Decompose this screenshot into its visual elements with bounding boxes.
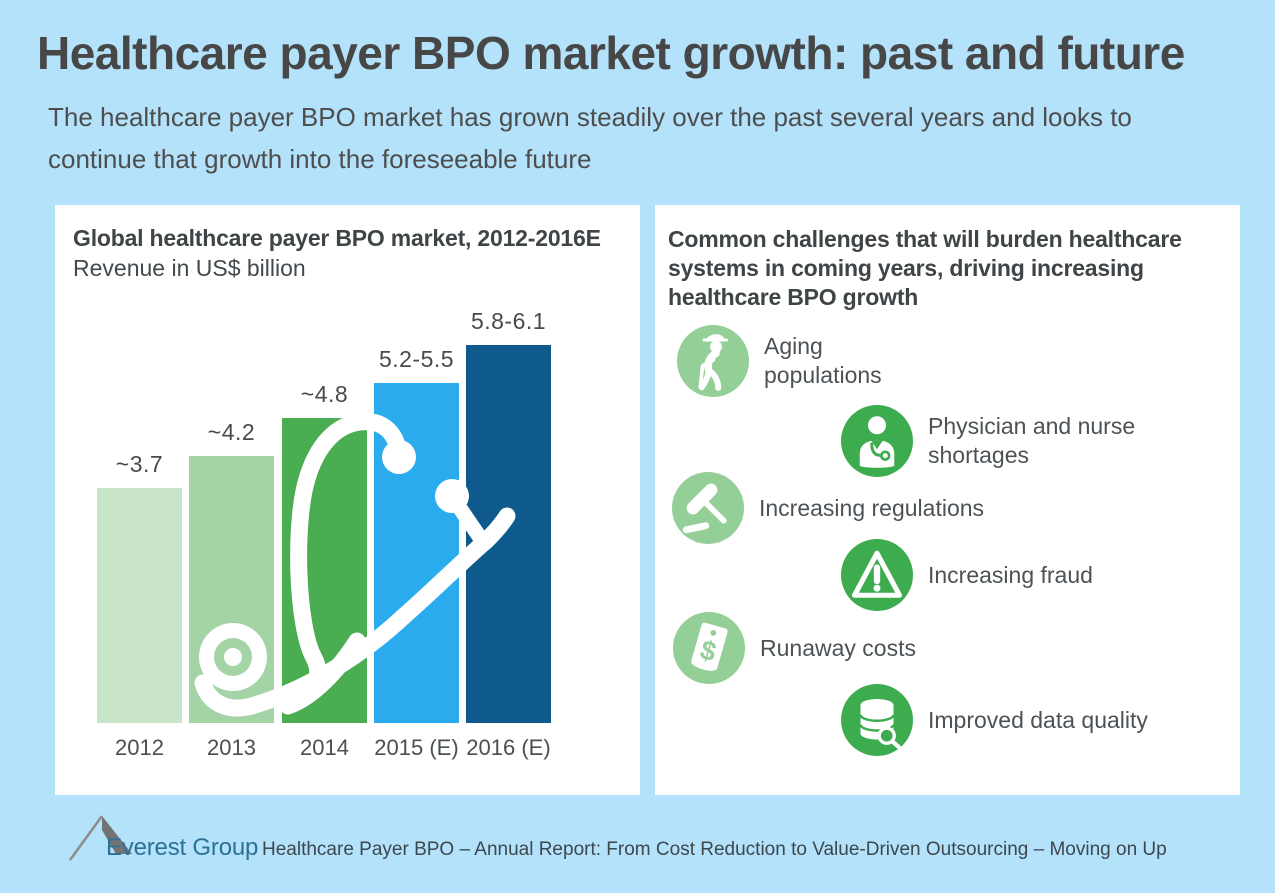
bar-group-2013: ~4.2 2013: [189, 419, 274, 760]
page-subtitle: The healthcare payer BPO market has grow…: [48, 102, 1132, 174]
page-title: Healthcare payer BPO market growth: past…: [37, 27, 1185, 79]
chart-title: Global healthcare payer BPO market, 2012…: [73, 225, 601, 251]
bar: [374, 383, 459, 723]
mountain-peak-icon: [68, 815, 132, 861]
bar: [189, 456, 274, 723]
bar: [282, 418, 367, 723]
challenge-label: Improved data quality: [928, 706, 1148, 733]
bar: [97, 488, 182, 723]
bar-chart: ~3.7 2012 ~4.2 2013 ~4.8 2014 5.2-5.5 20…: [55, 205, 640, 795]
bar-value-label: 5.2-5.5: [378, 346, 455, 372]
bar-group-2012: ~3.7 2012: [97, 451, 182, 760]
bar-category-label: 2013: [207, 735, 256, 760]
bar-category-label: 2016 (E): [466, 735, 551, 760]
challenge-label: Runaway costs: [760, 634, 916, 661]
warning-triangle-icon: [841, 539, 913, 611]
challenge-label: Aging populations: [764, 333, 882, 388]
challenge-label: Physician and nurse shortages: [928, 413, 1136, 468]
challenges-panel: Common challenges that will burden healt…: [655, 205, 1240, 795]
challenge-item-increasing-regulations: Increasing regulations: [672, 472, 984, 544]
chart-unit-label: Revenue in US$ billion: [73, 255, 306, 281]
elderly-person-icon: [677, 325, 749, 397]
bar-value-label: ~4.2: [207, 419, 256, 445]
bar-category-label: 2014: [300, 735, 349, 760]
bar-category-label: 2015 (E): [374, 735, 459, 760]
challenge-item-physician-shortages: Physician and nurse shortages: [841, 405, 1135, 477]
challenge-label: Increasing regulations: [759, 494, 985, 521]
bar-group-2015: 5.2-5.5 2015 (E): [374, 346, 459, 760]
bar-value-label: ~3.7: [115, 451, 164, 477]
challenge-item-improved-data-quality: Improved data quality: [841, 684, 1148, 756]
bar-value-label: 5.8-6.1: [470, 308, 547, 334]
database-search-icon: [841, 684, 913, 756]
challenge-item-increasing-fraud: Increasing fraud: [841, 539, 1093, 611]
bar-group-2014: ~4.8 2014: [282, 381, 367, 760]
footer: Everest Group Healthcare Payer BPO – Ann…: [60, 806, 1240, 878]
everest-group-logo-text: Everest Group: [106, 834, 259, 861]
challenge-item-aging-populations: Aging populations: [677, 325, 882, 397]
price-tag-icon: $: [673, 612, 745, 684]
challenge-item-runaway-costs: $ Runaway costs: [673, 612, 916, 684]
gavel-icon: [672, 472, 744, 544]
bar-value-label: ~4.8: [300, 381, 349, 407]
physician-icon: [841, 405, 913, 477]
challenge-label: Increasing fraud: [928, 561, 1093, 588]
bar-category-label: 2012: [115, 735, 164, 760]
report-title: Healthcare Payer BPO – Annual Report: Fr…: [262, 839, 1167, 860]
bar-group-2016: 5.8-6.1 2016 (E): [466, 308, 551, 760]
challenges-heading: Common challenges that will burden healt…: [668, 226, 1182, 310]
bar: [466, 345, 551, 723]
chart-panel: Global healthcare payer BPO market, 2012…: [55, 205, 640, 795]
